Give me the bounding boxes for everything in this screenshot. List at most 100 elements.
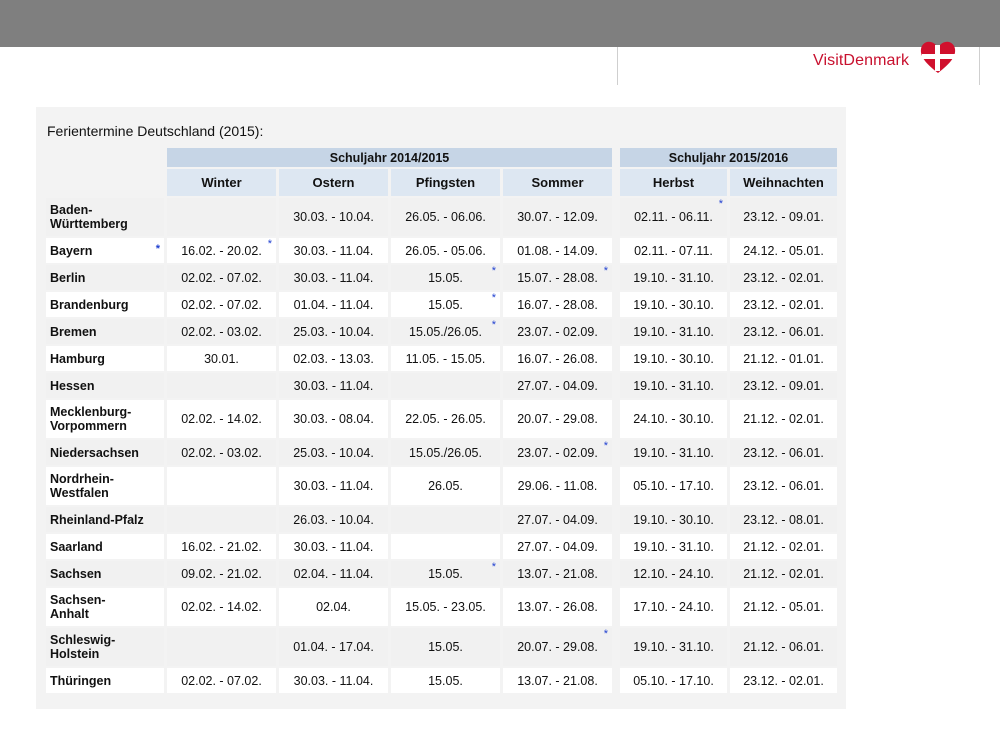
- table-row: Brandenburg 02.02. - 07.02. 01.04. - 11.04…: [46, 292, 837, 317]
- date-cell: 02.11. - 07.11.: [620, 238, 727, 263]
- state-name: Nordrhein- Westfalen: [46, 467, 164, 505]
- table-row: Bremen 02.02. - 03.02. 25.03. - 10.04. 15.0…: [46, 319, 837, 344]
- date-cell: 05.10. - 17.10.: [620, 668, 727, 693]
- date-cell: 11.05. - 15.05.: [391, 346, 500, 371]
- date-cell: 26.05. - 05.06.: [391, 238, 500, 263]
- table-row: Baden- Württemberg 30.03. - 10.04. 26.05. -…: [46, 198, 837, 236]
- state-name: Saarland: [46, 534, 164, 559]
- date-cell: 15.07. - 28.08. *: [503, 265, 612, 290]
- date-cell: 12.10. - 24.10.: [620, 561, 727, 586]
- year-header-2014-2015: Schuljahr 2014/2015: [167, 148, 612, 167]
- heart-logo-icon: [920, 41, 956, 73]
- date-cell: 19.10. - 31.10.: [620, 319, 727, 344]
- table-row: Sachsen- Anhalt 02.02. - 14.02. 02.04. 15.05…: [46, 588, 837, 626]
- date-cell: 26.03. - 10.04.: [279, 507, 388, 532]
- state-name: Thüringen: [46, 668, 164, 693]
- year-header-2015-2016: Schuljahr 2015/2016: [620, 148, 837, 167]
- asterisk-icon: *: [155, 243, 160, 255]
- date-cell: 26.05.: [391, 467, 500, 505]
- date-cell: 02.02. - 07.02.: [167, 265, 276, 290]
- state-name: Bremen: [46, 319, 164, 344]
- date-cell: 23.12. - 02.01.: [730, 292, 837, 317]
- col-sommer: Sommer: [503, 169, 612, 196]
- state-name: Sachsen- Anhalt: [46, 588, 164, 626]
- date-cell: 01.04. - 17.04.: [279, 628, 388, 666]
- date-cell: 16.07. - 28.08.: [503, 292, 612, 317]
- state-name: Niedersachsen: [46, 440, 164, 465]
- state-name: Berlin: [46, 265, 164, 290]
- date-cell: 17.10. - 24.10.: [620, 588, 727, 626]
- date-cell: [167, 467, 276, 505]
- asterisk-icon: *: [603, 628, 608, 640]
- date-cell: 19.10. - 30.10.: [620, 292, 727, 317]
- date-cell: [391, 534, 500, 559]
- col-winter: Winter: [167, 169, 276, 196]
- date-cell: 21.12. - 02.01.: [730, 561, 837, 586]
- date-cell: 13.07. - 26.08.: [503, 588, 612, 626]
- date-cell: 02.02. - 14.02.: [167, 588, 276, 626]
- date-cell: 15.05.: [391, 668, 500, 693]
- table-row: Nordrhein- Westfalen 30.03. - 11.04. 26.05.…: [46, 467, 837, 505]
- date-cell: 30.03. - 11.04.: [279, 534, 388, 559]
- date-cell: 15.05./26.05. *: [391, 319, 500, 344]
- date-cell: 25.03. - 10.04.: [279, 319, 388, 344]
- asterisk-icon: *: [491, 292, 496, 304]
- date-cell: 21.12. - 01.01.: [730, 346, 837, 371]
- table-row: Saarland 16.02. - 21.02. 30.03. - 11.04. 27…: [46, 534, 837, 559]
- date-cell: 15.05. *: [391, 292, 500, 317]
- date-cell: 16.07. - 26.08.: [503, 346, 612, 371]
- date-cell: 27.07. - 04.09.: [503, 534, 612, 559]
- date-cell: 19.10. - 31.10.: [620, 628, 727, 666]
- date-cell: 24.10. - 30.10.: [620, 400, 727, 438]
- date-cell: 23.12. - 08.01.: [730, 507, 837, 532]
- date-cell: 19.10. - 31.10.: [620, 440, 727, 465]
- table-row: Rheinland-Pfalz 26.03. - 10.04. 27.07. - 0…: [46, 507, 837, 532]
- state-name: Brandenburg: [46, 292, 164, 317]
- date-cell: 25.03. - 10.04.: [279, 440, 388, 465]
- date-cell: 26.05. - 06.06.: [391, 198, 500, 236]
- table-row: Bayern * 16.02. - 20.02. * 30.03. - 11.04. 26…: [46, 238, 837, 263]
- date-cell: 05.10. - 17.10.: [620, 467, 727, 505]
- col-weihnachten: Weihnachten: [730, 169, 837, 196]
- date-cell: [167, 373, 276, 398]
- date-cell: 19.10. - 31.10.: [620, 373, 727, 398]
- date-cell: 27.07. - 04.09.: [503, 373, 612, 398]
- date-cell: 15.05. *: [391, 561, 500, 586]
- col-ostern: Ostern: [279, 169, 388, 196]
- brand-name: VisitDenmark: [813, 52, 910, 69]
- state-name: Rheinland-Pfalz: [46, 507, 164, 532]
- state-name: Hessen: [46, 373, 164, 398]
- state-name: Hamburg: [46, 346, 164, 371]
- date-cell: [391, 507, 500, 532]
- date-cell: 16.02. - 21.02.: [167, 534, 276, 559]
- table-row: Thüringen 02.02. - 07.02. 30.03. - 11.04. 1…: [46, 668, 837, 693]
- date-cell: 02.03. - 13.03.: [279, 346, 388, 371]
- brand-box: [617, 47, 980, 85]
- date-cell: 19.10. - 31.10.: [620, 265, 727, 290]
- date-cell: 23.12. - 09.01.: [730, 198, 837, 236]
- table-row: Berlin 02.02. - 07.02. 30.03. - 11.04. 15.0…: [46, 265, 837, 290]
- date-cell: 30.03. - 11.04.: [279, 238, 388, 263]
- date-cell: 15.05. *: [391, 265, 500, 290]
- asterisk-icon: *: [491, 319, 496, 331]
- date-cell: [167, 628, 276, 666]
- date-cell: 01.04. - 11.04.: [279, 292, 388, 317]
- date-cell: 23.12. - 09.01.: [730, 373, 837, 398]
- date-cell: 20.07. - 29.08.: [503, 400, 612, 438]
- date-cell: 30.01.: [167, 346, 276, 371]
- table-row: Sachsen 09.02. - 21.02. 02.04. - 11.04. 15.…: [46, 561, 837, 586]
- table-row: Niedersachsen 02.02. - 03.02. 25.03. - 10.…: [46, 440, 837, 465]
- date-cell: 16.02. - 20.02. *: [167, 238, 276, 263]
- date-cell: 29.06. - 11.08.: [503, 467, 612, 505]
- date-cell: 09.02. - 21.02.: [167, 561, 276, 586]
- table-row: Hamburg 30.01. 02.03. - 13.03. 11.05. - 15.…: [46, 346, 837, 371]
- date-cell: 15.05./26.05.: [391, 440, 500, 465]
- state-name: Baden- Württemberg: [46, 198, 164, 236]
- state-name: Bayern *: [46, 238, 164, 263]
- date-cell: 24.12. - 05.01.: [730, 238, 837, 263]
- col-herbst: Herbst: [620, 169, 727, 196]
- date-cell: 21.12. - 05.01.: [730, 588, 837, 626]
- date-cell: 02.02. - 14.02.: [167, 400, 276, 438]
- date-cell: 02.04.: [279, 588, 388, 626]
- date-cell: 23.07. - 02.09.: [503, 319, 612, 344]
